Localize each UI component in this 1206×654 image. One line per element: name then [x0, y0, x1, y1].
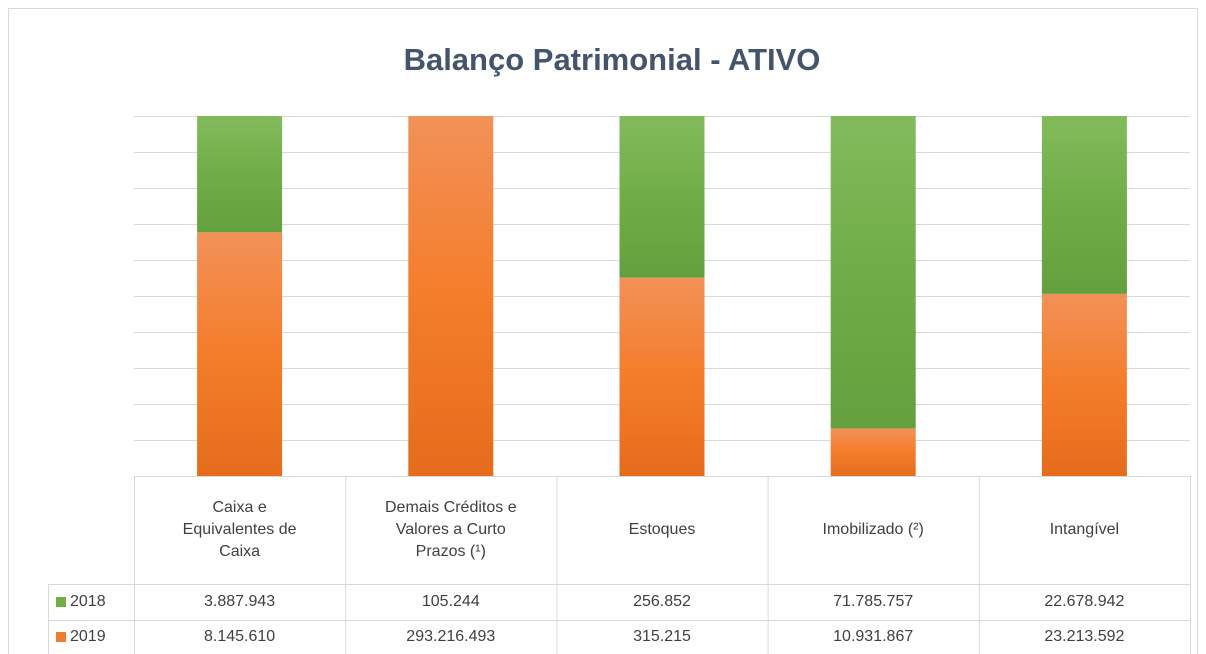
x-tick-label: Intangível: [1050, 521, 1119, 538]
bar-segment: [830, 116, 916, 429]
x-tick-label: Caixa e Equivalentes de Caixa: [183, 499, 297, 560]
table-value: 22.678.942: [1044, 593, 1124, 610]
table-value: 23.213.592: [1044, 628, 1124, 645]
bar-segment: [619, 116, 705, 278]
chart-border: [8, 8, 1198, 654]
x-tick-label: Demais Créditos e Valores a Curto Prazos (…: [385, 499, 517, 560]
chart-title: Balanço Patrimonial - ATIVO: [404, 42, 821, 77]
table-value: 8.145.610: [204, 628, 275, 645]
bar-segment: [1041, 116, 1127, 294]
table-value: 105.244: [422, 593, 480, 610]
table-value: 3.887.943: [204, 593, 275, 610]
bar-segment: [619, 277, 705, 476]
legend-marker: [56, 597, 66, 607]
legend-label: 2018: [70, 593, 106, 610]
bar-segment: [408, 116, 494, 477]
bar-segment: [1041, 293, 1127, 476]
x-tick-label: Imobilizado (²): [823, 521, 924, 538]
bar-segment: [197, 116, 283, 233]
table-value: 71.785.757: [833, 593, 913, 610]
table-value: 256.852: [633, 593, 691, 610]
x-tick-label: Estoques: [629, 521, 696, 538]
table-value: 293.216.493: [406, 628, 495, 645]
table-value: 315.215: [633, 628, 691, 645]
legend-label: 2019: [70, 628, 106, 645]
bar-segment: [830, 428, 916, 476]
table-value: 10.931.867: [833, 628, 913, 645]
legend-marker: [56, 632, 66, 642]
bar-segment: [197, 232, 283, 476]
